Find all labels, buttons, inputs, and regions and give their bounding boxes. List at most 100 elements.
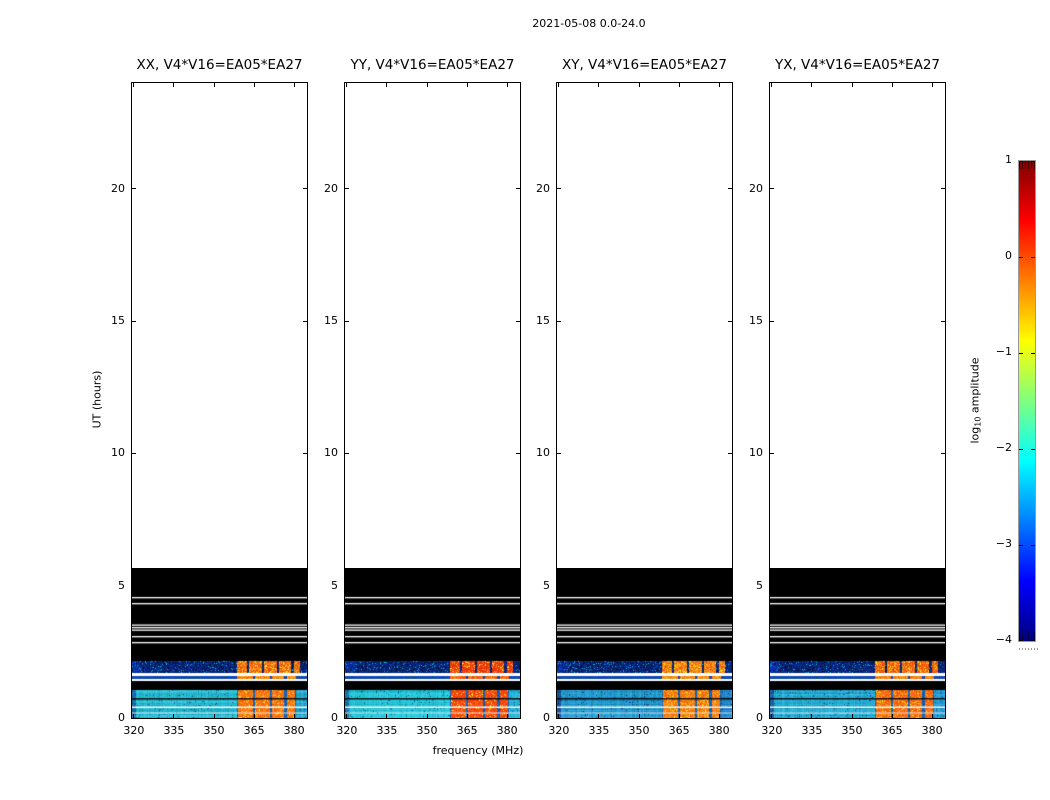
y-tick-label: 20 — [324, 181, 338, 195]
colorbar-tick-mark — [1019, 352, 1023, 354]
x-tick-mark — [213, 714, 215, 718]
spectrogram-canvas-yy — [345, 568, 520, 718]
colorbar-tick-mark — [1031, 352, 1035, 354]
spectrogram-canvas-yx — [770, 568, 945, 718]
x-tick-mark — [346, 714, 348, 718]
colorbar-tick-mark — [1031, 544, 1035, 546]
y-tick-label: 20 — [536, 181, 550, 195]
x-tick-mark — [598, 83, 600, 87]
panel-title-xy: XY, V4*V16=EA05*EA27 — [561, 57, 727, 73]
x-tick-mark — [466, 714, 468, 718]
x-tick-label: 365 — [881, 724, 903, 737]
y-tick-label: 0 — [756, 711, 763, 724]
y-tick-label: 0 — [331, 711, 338, 724]
x-tick-mark — [173, 83, 175, 87]
y-tick-label: 5 — [118, 578, 125, 592]
x-tick-mark — [931, 83, 933, 87]
y-tick-label: 0 — [118, 711, 125, 724]
y-tick-mark — [345, 585, 349, 587]
y-tick-mark — [557, 188, 561, 190]
x-tick-mark — [506, 83, 508, 87]
x-tick-mark — [678, 714, 680, 718]
colorbar-tick-label: 0 — [1005, 249, 1012, 262]
colorbar-tick-label: −2 — [995, 441, 1012, 454]
x-tick-mark — [811, 714, 813, 718]
x-tick-label: 365 — [243, 724, 265, 737]
x-tick-mark — [386, 714, 388, 718]
x-tick-mark — [811, 83, 813, 87]
x-tick-mark — [293, 83, 295, 87]
y-tick-label: 0 — [543, 711, 550, 724]
x-tick-label: 365 — [456, 724, 478, 737]
x-tick-label: 350 — [416, 724, 438, 737]
x-tick-mark — [638, 714, 640, 718]
x-tick-label: 365 — [668, 724, 690, 737]
y-tick-label: 10 — [324, 446, 338, 460]
x-tick-mark — [718, 83, 720, 87]
y-tick-label: 10 — [749, 446, 763, 460]
y-tick-mark — [132, 452, 136, 454]
y-tick-mark — [941, 717, 945, 719]
x-tick-mark — [213, 83, 215, 87]
x-tick-mark — [678, 83, 680, 87]
colorbar-hatch-top — [1019, 161, 1035, 169]
x-tick-mark — [426, 83, 428, 87]
colorbar-tick-mark — [1019, 161, 1023, 162]
x-tick-mark — [891, 83, 893, 87]
y-tick-mark — [728, 452, 732, 454]
colorbar-tick-mark — [1019, 544, 1023, 546]
y-tick-label: 20 — [111, 181, 125, 195]
x-tick-mark — [931, 714, 933, 718]
y-tick-mark — [516, 188, 520, 190]
colorbar-tick-label: 1 — [1005, 153, 1012, 166]
x-tick-mark — [506, 714, 508, 718]
y-tick-mark — [941, 188, 945, 190]
y-tick-label: 10 — [536, 446, 550, 460]
figure-title: 2021-05-08 0.0-24.0 — [532, 17, 646, 30]
spectrogram-canvas-xy — [557, 568, 732, 718]
y-tick-mark — [516, 717, 520, 719]
x-tick-mark — [386, 83, 388, 87]
y-tick-mark — [303, 320, 307, 322]
y-tick-mark — [728, 717, 732, 719]
y-tick-mark — [728, 585, 732, 587]
y-tick-label: 20 — [749, 181, 763, 195]
panel-title-yy: YY, V4*V16=EA05*EA27 — [350, 57, 515, 73]
y-tick-mark — [941, 452, 945, 454]
y-tick-mark — [770, 585, 774, 587]
plot-frame-xy — [556, 82, 733, 719]
y-tick-mark — [770, 717, 774, 719]
y-tick-label: 5 — [331, 578, 338, 592]
spectrogram-canvas-xx — [132, 568, 307, 718]
y-tick-mark — [941, 585, 945, 587]
y-tick-label: 5 — [756, 578, 763, 592]
y-tick-mark — [557, 585, 561, 587]
x-tick-label: 380 — [921, 724, 943, 737]
x-tick-mark — [173, 714, 175, 718]
colorbar-tick-mark — [1031, 640, 1035, 641]
panel-title-xx: XX, V4*V16=EA05*EA27 — [136, 57, 303, 73]
colorbar-tick-mark — [1019, 448, 1023, 450]
y-tick-mark — [345, 452, 349, 454]
y-tick-mark — [345, 320, 349, 322]
y-tick-mark — [516, 320, 520, 322]
x-tick-label: 320 — [548, 724, 570, 737]
y-tick-label: 15 — [111, 314, 125, 328]
x-tick-label: 335 — [588, 724, 610, 737]
x-tick-mark — [771, 714, 773, 718]
colorbar-hatch-bottom — [1019, 631, 1035, 641]
y-tick-mark — [941, 320, 945, 322]
x-tick-mark — [558, 714, 560, 718]
x-tick-label: 335 — [163, 724, 185, 737]
colorbar-label-post: amplitude — [968, 357, 982, 417]
x-tick-label: 320 — [123, 724, 145, 737]
x-tick-label: 380 — [283, 724, 305, 737]
y-tick-mark — [303, 717, 307, 719]
y-tick-label: 15 — [536, 314, 550, 328]
x-tick-label: 320 — [761, 724, 783, 737]
x-tick-label: 320 — [336, 724, 358, 737]
colorbar-label-sub: 10 — [973, 416, 983, 427]
panel-yy: YY, V4*V16=EA05*EA27 320 335 350 365 380 0 5 10… — [324, 57, 521, 747]
y-tick-mark — [132, 717, 136, 719]
